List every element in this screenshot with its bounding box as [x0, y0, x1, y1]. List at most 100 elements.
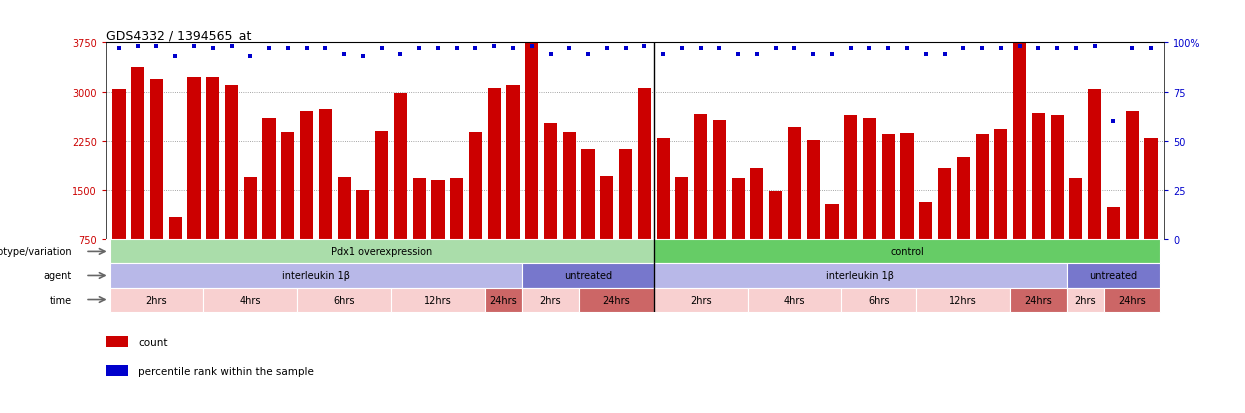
Point	[840, 46, 860, 52]
Bar	[900, 134, 914, 240]
Point	[596, 46, 616, 52]
Text: GDS4332 / 1394565_at: GDS4332 / 1394565_at	[106, 29, 251, 42]
Bar	[203, 288, 298, 312]
Bar	[1051, 115, 1063, 240]
Bar	[995, 130, 1007, 240]
Point	[898, 46, 918, 52]
Point	[259, 46, 279, 52]
Bar	[713, 121, 726, 240]
Bar	[581, 150, 595, 240]
Bar	[263, 119, 275, 240]
Text: interleukin 1β: interleukin 1β	[827, 271, 894, 281]
Bar	[825, 204, 839, 240]
Point	[691, 46, 711, 52]
Bar	[281, 133, 294, 240]
Point	[1122, 46, 1142, 52]
Point	[296, 46, 316, 52]
Bar	[842, 288, 916, 312]
Bar	[863, 119, 876, 240]
Point	[747, 52, 767, 59]
Bar	[298, 288, 391, 312]
Point	[728, 52, 748, 59]
Point	[166, 54, 186, 60]
Point	[916, 52, 936, 59]
Bar	[654, 240, 1160, 264]
Point	[878, 46, 898, 52]
Text: count: count	[138, 337, 168, 347]
Text: 2hrs: 2hrs	[146, 295, 167, 305]
Bar	[356, 191, 370, 240]
Bar	[769, 191, 782, 240]
Point	[635, 44, 655, 51]
Point	[803, 52, 823, 59]
Bar	[579, 288, 654, 312]
Bar	[1067, 288, 1104, 312]
Bar	[747, 288, 842, 312]
Bar	[393, 94, 407, 240]
Bar	[207, 77, 219, 240]
Bar	[732, 179, 745, 240]
Bar	[484, 288, 523, 312]
Bar	[788, 128, 801, 240]
Point	[1047, 46, 1067, 52]
Bar	[844, 115, 858, 240]
Point	[428, 46, 448, 52]
Bar	[976, 134, 989, 240]
Point	[1103, 119, 1123, 125]
Point	[615, 46, 635, 52]
Text: 2hrs: 2hrs	[539, 295, 561, 305]
Point	[372, 46, 392, 52]
Bar	[916, 288, 1010, 312]
Text: time: time	[50, 295, 72, 305]
Bar	[319, 110, 332, 240]
Bar	[637, 88, 651, 240]
Bar	[544, 123, 557, 240]
Point	[1010, 44, 1030, 51]
Bar	[656, 138, 670, 240]
Point	[991, 46, 1011, 52]
Point	[784, 46, 804, 52]
Bar	[451, 179, 463, 240]
Point	[859, 46, 879, 52]
Point	[710, 46, 730, 52]
Bar	[1104, 288, 1160, 312]
Bar	[110, 240, 654, 264]
Bar	[431, 180, 444, 240]
Text: genotype/variation: genotype/variation	[0, 247, 72, 257]
Point	[334, 52, 354, 59]
Text: agent: agent	[44, 271, 72, 281]
Point	[1028, 46, 1048, 52]
Point	[954, 46, 974, 52]
Bar	[244, 178, 256, 240]
Bar	[956, 157, 970, 240]
Point	[672, 46, 692, 52]
Bar	[654, 264, 1067, 288]
Text: 24hrs: 24hrs	[1118, 295, 1147, 305]
Point	[110, 46, 129, 52]
Bar	[1088, 90, 1102, 240]
Point	[559, 46, 579, 52]
Point	[766, 46, 786, 52]
Bar	[1010, 288, 1067, 312]
Bar	[1107, 208, 1120, 240]
Bar	[600, 176, 614, 240]
Text: 12hrs: 12hrs	[425, 295, 452, 305]
Bar	[112, 90, 126, 240]
Bar	[693, 115, 707, 240]
Text: 12hrs: 12hrs	[950, 295, 977, 305]
Text: 6hrs: 6hrs	[334, 295, 355, 305]
Text: Pdx1 overexpression: Pdx1 overexpression	[331, 247, 432, 257]
Point	[184, 44, 204, 51]
Point	[1066, 46, 1086, 52]
Bar	[675, 178, 688, 240]
Point	[410, 46, 430, 52]
Point	[391, 52, 411, 59]
Bar	[110, 288, 203, 312]
Text: 24hrs: 24hrs	[603, 295, 630, 305]
Bar	[1144, 138, 1158, 240]
Bar	[488, 88, 500, 240]
Point	[540, 52, 560, 59]
Bar	[523, 288, 579, 312]
Bar	[300, 112, 314, 240]
Bar	[1125, 112, 1139, 240]
